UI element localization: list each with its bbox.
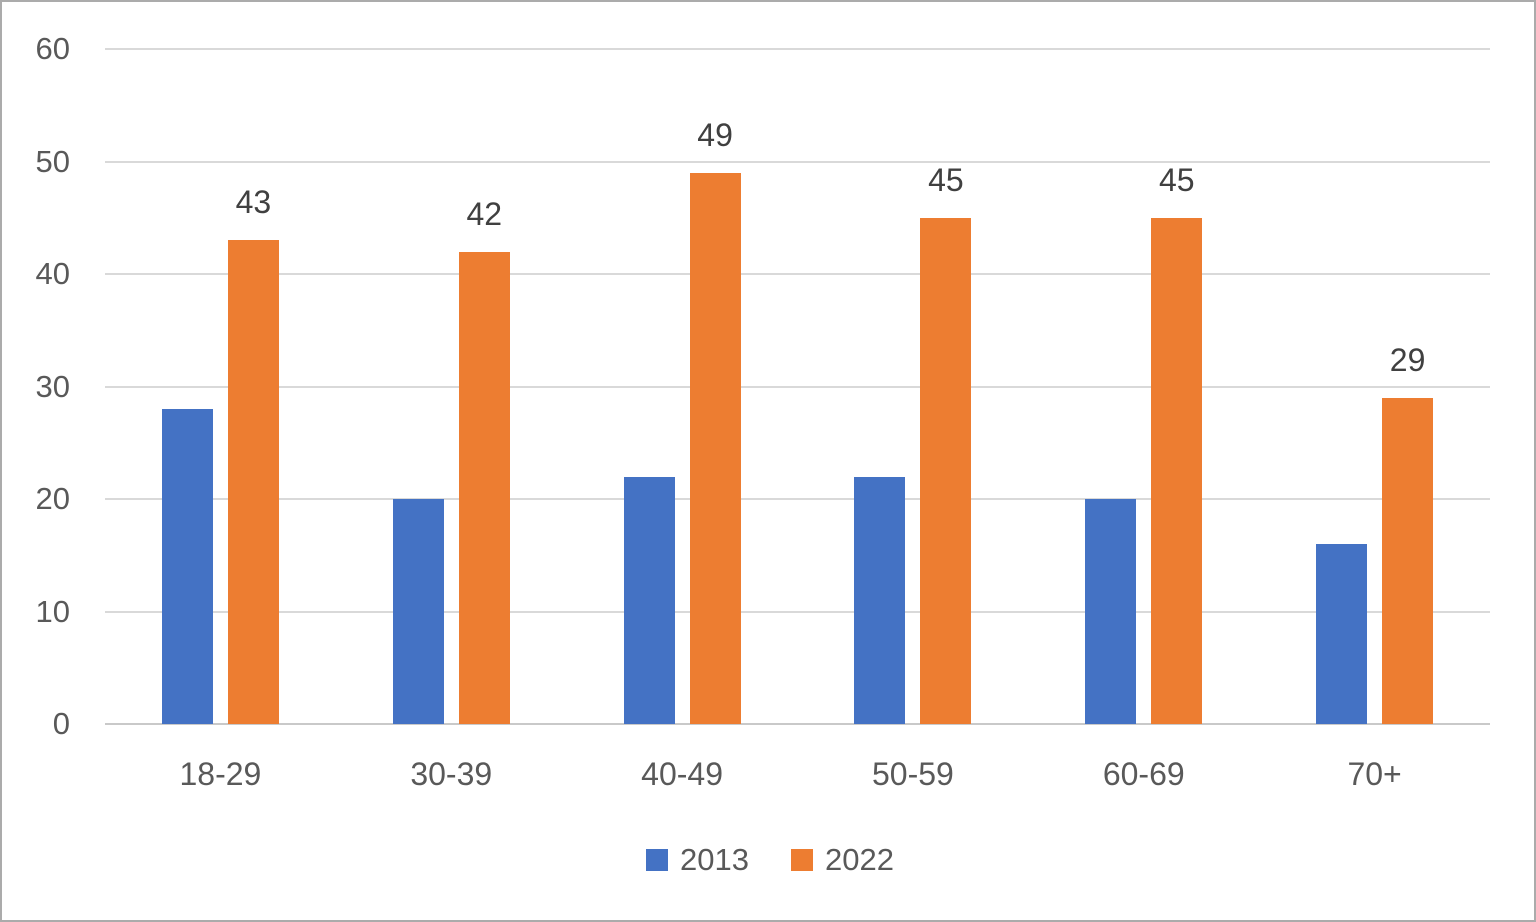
- data-label-2022-40-49: 49: [697, 116, 733, 153]
- gridline: [105, 48, 1490, 50]
- x-axis-line: [105, 723, 1490, 725]
- bar-2013-60-69: [1085, 499, 1137, 724]
- gridline: [105, 160, 1490, 163]
- bar-2022-30-39: [458, 251, 510, 724]
- gridline: [105, 498, 1490, 500]
- bar-2022-60-69: [1151, 217, 1203, 724]
- legend-label-2013: 2013: [680, 842, 749, 877]
- data-label-2022-70+: 29: [1389, 341, 1426, 378]
- y-tick-label: 40: [35, 256, 70, 291]
- x-axis-label: 30-39: [410, 756, 493, 792]
- x-axis-label: 60-69: [1102, 756, 1185, 792]
- y-tick-label: 10: [35, 593, 70, 629]
- bar-2013-40-49: [623, 476, 675, 724]
- legend: 2013 2022: [2, 840, 1534, 880]
- legend-item-2013: 2013: [646, 840, 749, 880]
- gridline: [105, 273, 1490, 275]
- gridline: [105, 610, 1490, 613]
- y-tick-label: 60: [35, 31, 70, 66]
- x-axis-label: 70+: [1347, 756, 1402, 792]
- gridline: [105, 385, 1490, 388]
- bar-2022-70+: [1382, 397, 1434, 724]
- x-axis-label: 40-49: [641, 756, 723, 792]
- bar-2013-18-29: [161, 409, 213, 724]
- x-axis-label: 18-29: [179, 756, 262, 792]
- legend-item-2022: 2022: [791, 840, 894, 880]
- data-label-2022-50-59: 45: [928, 161, 964, 198]
- y-tick-label: 0: [52, 706, 70, 741]
- bar-2022-40-49: [689, 172, 741, 724]
- data-label-2022-18-29: 43: [235, 184, 272, 221]
- bar-2013-50-59: [854, 476, 906, 724]
- y-tick-label: 30: [35, 368, 70, 404]
- bar-2022-50-59: [920, 217, 972, 724]
- data-label-2022-30-39: 42: [466, 195, 503, 232]
- legend-swatch-2013-icon: [646, 849, 669, 871]
- legend-swatch-2022-icon: [791, 849, 813, 871]
- y-tick-label: 20: [35, 481, 70, 516]
- y-tick-label: 50: [35, 143, 70, 179]
- bar-2013-30-39: [392, 499, 444, 724]
- x-axis-label: 50-59: [871, 756, 954, 792]
- legend-label-2022: 2022: [825, 842, 894, 877]
- bar-2022-18-29: [227, 240, 279, 724]
- bar-2013-70+: [1316, 544, 1368, 724]
- data-label-2022-60-69: 45: [1158, 161, 1195, 198]
